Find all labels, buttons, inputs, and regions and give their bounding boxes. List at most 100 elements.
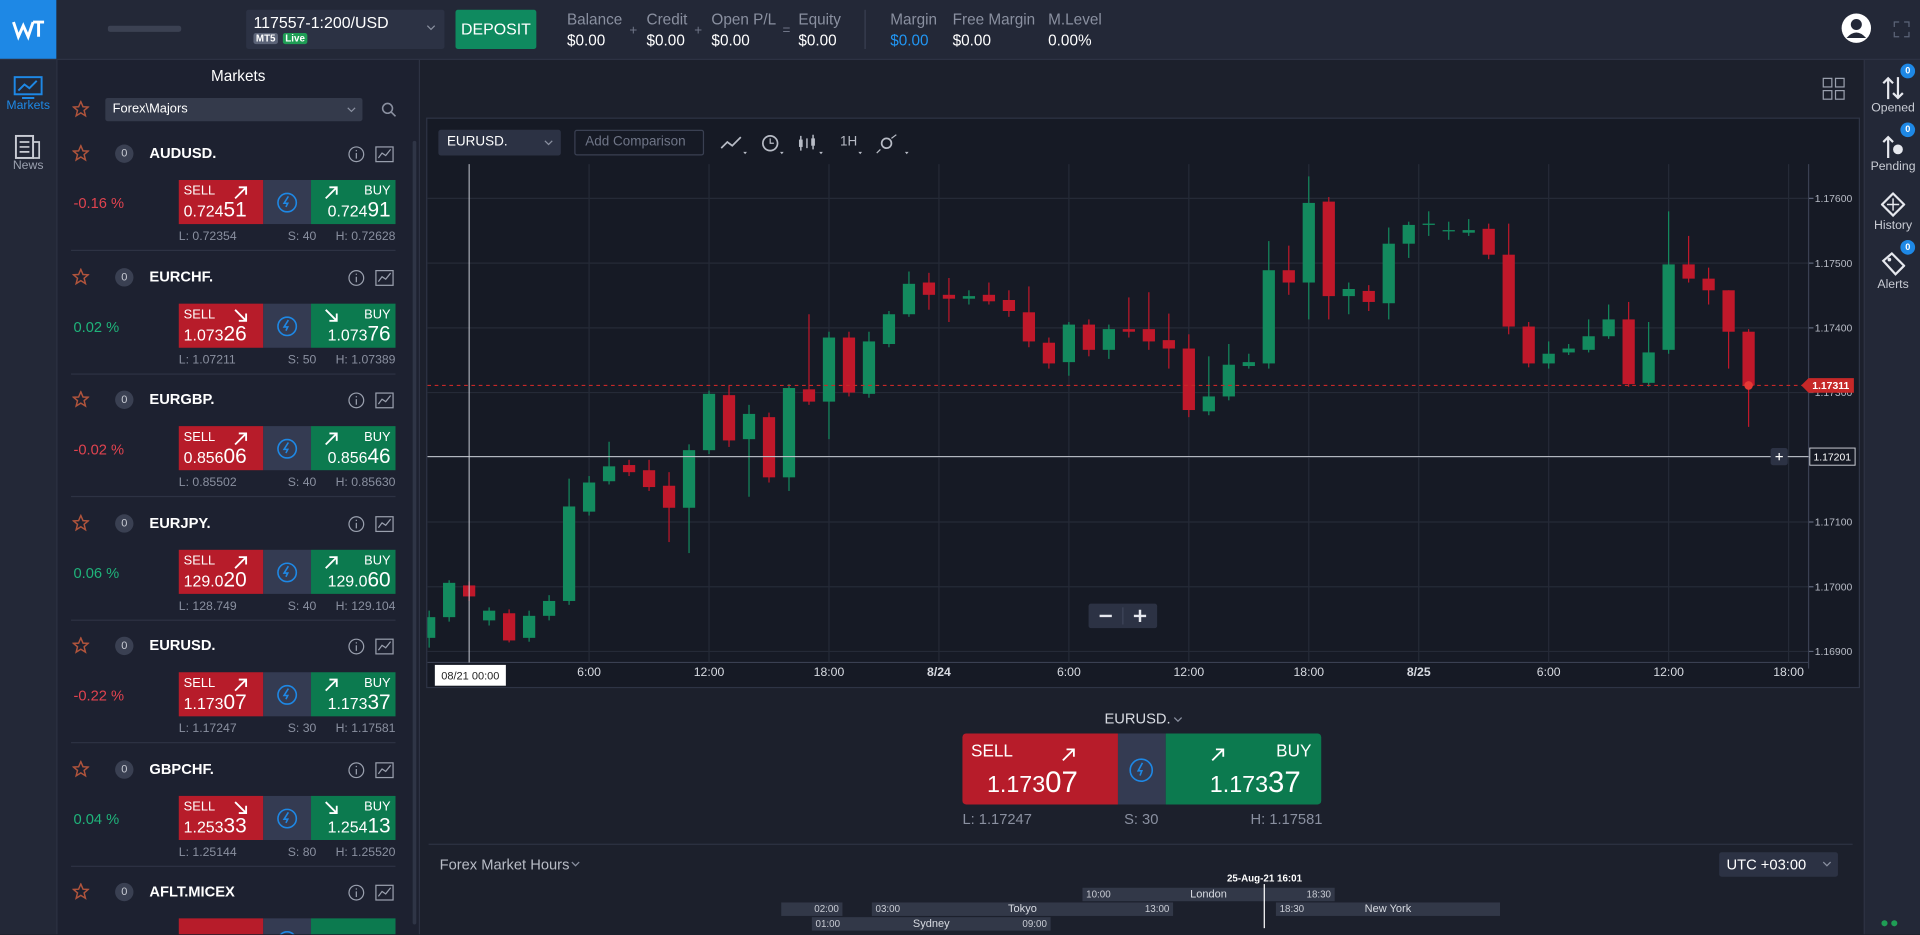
buy-button[interactable]: BUY 1.25413 bbox=[311, 795, 396, 840]
sell-button[interactable]: SELL 0.85606 bbox=[178, 426, 264, 471]
buy-button[interactable]: BUY 0.72491 bbox=[311, 180, 396, 225]
candle-body bbox=[562, 506, 576, 601]
nav-label[interactable]: News bbox=[12, 159, 44, 173]
sell-button[interactable]: SELL 1.17307 bbox=[178, 672, 264, 717]
one-click-icon[interactable] bbox=[277, 561, 298, 582]
sell-button[interactable]: SELL 0.72451 bbox=[178, 180, 264, 225]
logo[interactable] bbox=[0, 0, 57, 59]
chart-icon[interactable] bbox=[375, 638, 395, 655]
one-click-icon[interactable] bbox=[277, 192, 298, 213]
sell-button[interactable]: SELL 129.020 bbox=[178, 549, 264, 594]
buy-button[interactable]: BUY 0.85646 bbox=[311, 426, 396, 471]
deposit-button[interactable]: DEPOSIT bbox=[455, 9, 537, 49]
sell-button[interactable] bbox=[178, 918, 264, 935]
one-click-button[interactable] bbox=[1117, 733, 1166, 805]
sell-label: SELL bbox=[183, 675, 216, 691]
favorite-star[interactable] bbox=[72, 100, 90, 118]
search-icon[interactable] bbox=[381, 102, 397, 118]
nav-label[interactable]: Opened bbox=[1871, 101, 1915, 116]
nav-label[interactable]: Alerts bbox=[1877, 277, 1909, 292]
one-click-button[interactable] bbox=[263, 795, 312, 840]
symbol[interactable]: EURCHF. bbox=[149, 267, 214, 285]
nav-icon[interactable] bbox=[1881, 133, 1905, 159]
nav-label[interactable]: History bbox=[1874, 219, 1913, 233]
candle-body bbox=[622, 465, 636, 473]
timezone-dropdown[interactable]: UTC +03:00 bbox=[1719, 852, 1838, 877]
one-click-icon[interactable] bbox=[277, 315, 298, 336]
one-click-button[interactable] bbox=[263, 180, 312, 225]
chart-icon[interactable] bbox=[375, 884, 395, 901]
chart-icon[interactable] bbox=[375, 515, 395, 532]
favorite-star[interactable] bbox=[72, 759, 90, 777]
one-click-icon[interactable] bbox=[277, 807, 298, 829]
symbol[interactable]: AUDUSD. bbox=[149, 144, 217, 162]
zoom-buttons[interactable] bbox=[1089, 604, 1158, 628]
nav-label[interactable]: Markets bbox=[6, 99, 50, 113]
stat-value: 0.00% bbox=[1048, 31, 1092, 49]
news-icon[interactable] bbox=[14, 134, 42, 159]
item-divider bbox=[71, 742, 396, 744]
info-icon[interactable] bbox=[348, 146, 365, 163]
symbol-dropdown[interactable]: EURUSD. bbox=[438, 129, 561, 156]
buy-button[interactable]: BUY 1.17337 bbox=[1165, 733, 1322, 805]
user-avatar[interactable] bbox=[1840, 12, 1872, 44]
buy-button[interactable]: BUY 129.060 bbox=[311, 549, 396, 594]
symbol[interactable]: EURJPY. bbox=[149, 513, 211, 531]
nav-icon[interactable] bbox=[1881, 251, 1906, 277]
account-selector[interactable]: 117557-1:200/USD MT5 Live bbox=[246, 9, 445, 49]
one-click-icon[interactable] bbox=[277, 438, 298, 459]
info-icon[interactable] bbox=[348, 515, 365, 532]
favorite-star[interactable] bbox=[72, 636, 90, 654]
one-click-button[interactable] bbox=[263, 303, 312, 348]
scrollbar[interactable] bbox=[412, 140, 417, 925]
timeframe[interactable]: 1H bbox=[840, 134, 858, 150]
info-icon[interactable] bbox=[348, 269, 365, 286]
one-click-button[interactable] bbox=[263, 672, 312, 717]
comparison-input[interactable]: Add Comparison bbox=[574, 129, 705, 156]
symbol[interactable]: AFLT.MICEX bbox=[149, 882, 235, 900]
buy-button[interactable] bbox=[311, 918, 396, 935]
favorite-star[interactable] bbox=[72, 267, 90, 285]
chart-icon[interactable] bbox=[375, 146, 395, 163]
one-click-icon[interactable] bbox=[277, 684, 298, 705]
current-price-label: 1.17311 bbox=[1812, 381, 1849, 392]
one-click-button[interactable] bbox=[263, 426, 312, 471]
hours-title[interactable]: Forex Market Hours bbox=[439, 855, 570, 874]
price-chart[interactable]: 1.169001.170001.171001.172001.173001.174… bbox=[427, 119, 1858, 687]
buy-button[interactable]: BUY 1.17337 bbox=[311, 672, 396, 717]
sell-button[interactable]: SELL 1.07326 bbox=[178, 303, 264, 348]
favorite-star[interactable] bbox=[72, 513, 90, 531]
chart-icon[interactable] bbox=[375, 269, 395, 286]
chart-tools[interactable] bbox=[719, 131, 927, 155]
symbol[interactable]: EURGBP. bbox=[149, 390, 215, 408]
nav-label[interactable]: Pending bbox=[1870, 160, 1916, 174]
favorite-star[interactable] bbox=[72, 390, 90, 408]
chevron bbox=[1822, 861, 1832, 867]
one-click-icon[interactable] bbox=[1129, 758, 1154, 783]
info-icon[interactable] bbox=[348, 884, 365, 901]
day-high: H: 129.104 bbox=[335, 599, 396, 613]
sell-button[interactable]: SELL 1.25333 bbox=[178, 795, 264, 840]
info-icon[interactable] bbox=[348, 392, 365, 409]
symbol[interactable]: EURUSD. bbox=[149, 636, 216, 654]
fullscreen-icon[interactable] bbox=[1893, 21, 1910, 38]
favorite-star[interactable] bbox=[72, 144, 90, 162]
layout-icon[interactable] bbox=[1821, 76, 1848, 103]
sell-button[interactable]: SELL 1.17307 bbox=[962, 733, 1118, 805]
buy-button[interactable]: BUY 1.07376 bbox=[311, 303, 396, 348]
nav-icon[interactable] bbox=[1880, 192, 1906, 218]
info-icon[interactable] bbox=[348, 638, 365, 655]
nav-icon[interactable] bbox=[1881, 75, 1905, 101]
chart-icon[interactable] bbox=[375, 392, 395, 409]
one-click-button[interactable] bbox=[263, 918, 312, 935]
favorite-star[interactable] bbox=[72, 882, 90, 900]
chart-icon[interactable] bbox=[375, 761, 395, 778]
filter-dropdown[interactable]: Forex\Majors bbox=[105, 97, 363, 122]
info-icon[interactable] bbox=[348, 761, 365, 778]
one-click-button[interactable] bbox=[263, 549, 312, 594]
trend-arrow bbox=[325, 800, 338, 814]
symbol[interactable]: GBPCHF. bbox=[149, 759, 214, 777]
one-click-icon[interactable] bbox=[277, 931, 298, 935]
trade-symbol[interactable]: EURUSD. bbox=[1104, 710, 1171, 728]
markets-icon[interactable] bbox=[13, 75, 43, 99]
